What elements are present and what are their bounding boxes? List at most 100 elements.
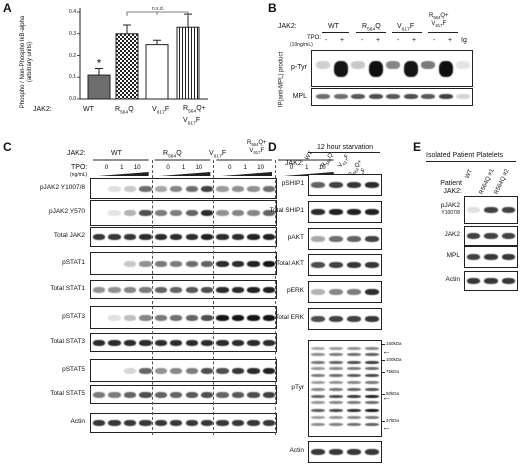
blot-band bbox=[154, 234, 168, 240]
blot-band bbox=[262, 286, 275, 293]
blot-band bbox=[216, 420, 229, 426]
blot-band bbox=[216, 210, 229, 216]
blot-band bbox=[123, 314, 137, 321]
blot-band bbox=[200, 367, 214, 374]
panel-d-marker-tick bbox=[381, 421, 385, 422]
blot-band bbox=[154, 260, 168, 267]
blot-band bbox=[154, 391, 168, 398]
blot-band bbox=[170, 314, 183, 321]
blot-band bbox=[231, 185, 245, 192]
panel-a-errorbar bbox=[153, 39, 161, 45]
blot-band bbox=[93, 391, 106, 398]
blot-band bbox=[311, 347, 325, 350]
blot-band bbox=[185, 314, 198, 321]
blot-band bbox=[200, 185, 214, 192]
panel-e-blot bbox=[464, 226, 518, 246]
blot-band bbox=[200, 286, 214, 293]
blot-band bbox=[216, 185, 229, 192]
panel-b-tpo-minus: - bbox=[361, 37, 364, 44]
blot-band bbox=[329, 374, 343, 377]
blot-band bbox=[123, 391, 137, 398]
blot-band bbox=[154, 367, 168, 374]
blot-band bbox=[365, 182, 379, 188]
panel-e-row-label: MPL bbox=[446, 252, 460, 259]
panel-d-row-label: pSHIP1 bbox=[281, 180, 304, 187]
panel-b-tpo-plus: + bbox=[412, 37, 417, 44]
panel-a-errorbar bbox=[123, 24, 131, 34]
panel-e-patient-label: Patient bbox=[440, 180, 462, 187]
blot-band bbox=[368, 94, 383, 99]
blot-band bbox=[231, 339, 245, 346]
panel-c-blot bbox=[90, 200, 277, 226]
blot-band bbox=[247, 286, 260, 293]
panel-c-row-label: Total JAK2 bbox=[53, 232, 85, 239]
panel-c-blot bbox=[90, 413, 277, 433]
blot-band bbox=[311, 361, 325, 364]
blot-band bbox=[262, 234, 275, 240]
blot-band bbox=[456, 61, 470, 69]
blot-band bbox=[347, 209, 361, 215]
blot-band bbox=[467, 207, 481, 213]
panel-a-xtick-r564q: R564Q bbox=[115, 106, 134, 116]
panel-c-row-label: pSTAT3 bbox=[62, 312, 85, 320]
blot-band bbox=[365, 353, 379, 356]
panel-c-tpo-wedge bbox=[98, 172, 149, 176]
panel-a-comparison-bracket bbox=[126, 11, 189, 16]
blot-band bbox=[247, 260, 260, 267]
blot-band bbox=[170, 367, 183, 374]
panel-c-row-label: Total STAT1 bbox=[50, 284, 85, 292]
panel-b-ig-label: Ig bbox=[461, 37, 467, 44]
panel-b-tpo-plus: + bbox=[376, 37, 381, 44]
blot-band bbox=[170, 234, 183, 240]
blot-band bbox=[311, 395, 325, 398]
panel-a-xtick-double: R564Q+ V617F bbox=[183, 105, 206, 127]
blot-band bbox=[200, 234, 214, 240]
blot-band bbox=[311, 388, 325, 391]
blot-band bbox=[139, 367, 152, 374]
panel-c-row-label: Actin bbox=[70, 418, 85, 425]
blot-band bbox=[329, 316, 343, 322]
blot-band bbox=[365, 423, 379, 426]
blot-band bbox=[247, 185, 260, 192]
blot-band bbox=[185, 185, 198, 192]
blot-band bbox=[93, 420, 106, 426]
panel-c-jak2-label: JAK2: bbox=[67, 150, 86, 157]
panel-b-blot-ptyr bbox=[311, 50, 473, 87]
panel-a-xtick-v617f: V617F bbox=[152, 106, 170, 116]
panel-e-blot bbox=[464, 246, 518, 268]
panel-b-letter: B bbox=[268, 1, 277, 15]
blot-band bbox=[347, 423, 361, 426]
blot-band bbox=[247, 339, 260, 346]
blot-band bbox=[311, 409, 325, 412]
blot-band bbox=[93, 339, 106, 346]
panel-b-tpo-minus: - bbox=[397, 37, 400, 44]
panel-a-ytick: 0.1 bbox=[69, 74, 76, 81]
blot-band bbox=[123, 210, 137, 216]
blot-band bbox=[216, 339, 229, 346]
panel-e-row-label: JAK2 bbox=[444, 231, 460, 238]
panel-a-ytick: 0.0 bbox=[69, 96, 76, 102]
blot-band bbox=[329, 395, 343, 398]
panel-b-tpo-minus: - bbox=[325, 37, 328, 44]
blot-band bbox=[501, 207, 515, 213]
panel-e-blot bbox=[464, 196, 518, 224]
blot-band bbox=[123, 286, 137, 293]
blot-band bbox=[216, 314, 229, 321]
panel-c-tpo-dose: 1 bbox=[243, 165, 247, 171]
blot-band bbox=[93, 286, 106, 293]
blot-band bbox=[311, 182, 325, 188]
blot-band bbox=[185, 367, 198, 374]
panel-b-row-mpl: MPL bbox=[292, 93, 307, 100]
blot-band bbox=[365, 361, 379, 364]
blot-band bbox=[329, 449, 343, 455]
blot-band bbox=[108, 286, 121, 293]
panel-b-row-ptyr: p-Tyr bbox=[291, 64, 307, 71]
panel-b-col-v617f: V617F bbox=[397, 23, 415, 33]
blot-band bbox=[200, 314, 214, 321]
panel-c-lane-divider bbox=[151, 160, 153, 435]
blot-band bbox=[467, 278, 481, 284]
blot-band bbox=[200, 260, 214, 267]
blot-band bbox=[351, 94, 365, 99]
blot-band bbox=[329, 262, 343, 268]
blot-band bbox=[154, 420, 168, 426]
